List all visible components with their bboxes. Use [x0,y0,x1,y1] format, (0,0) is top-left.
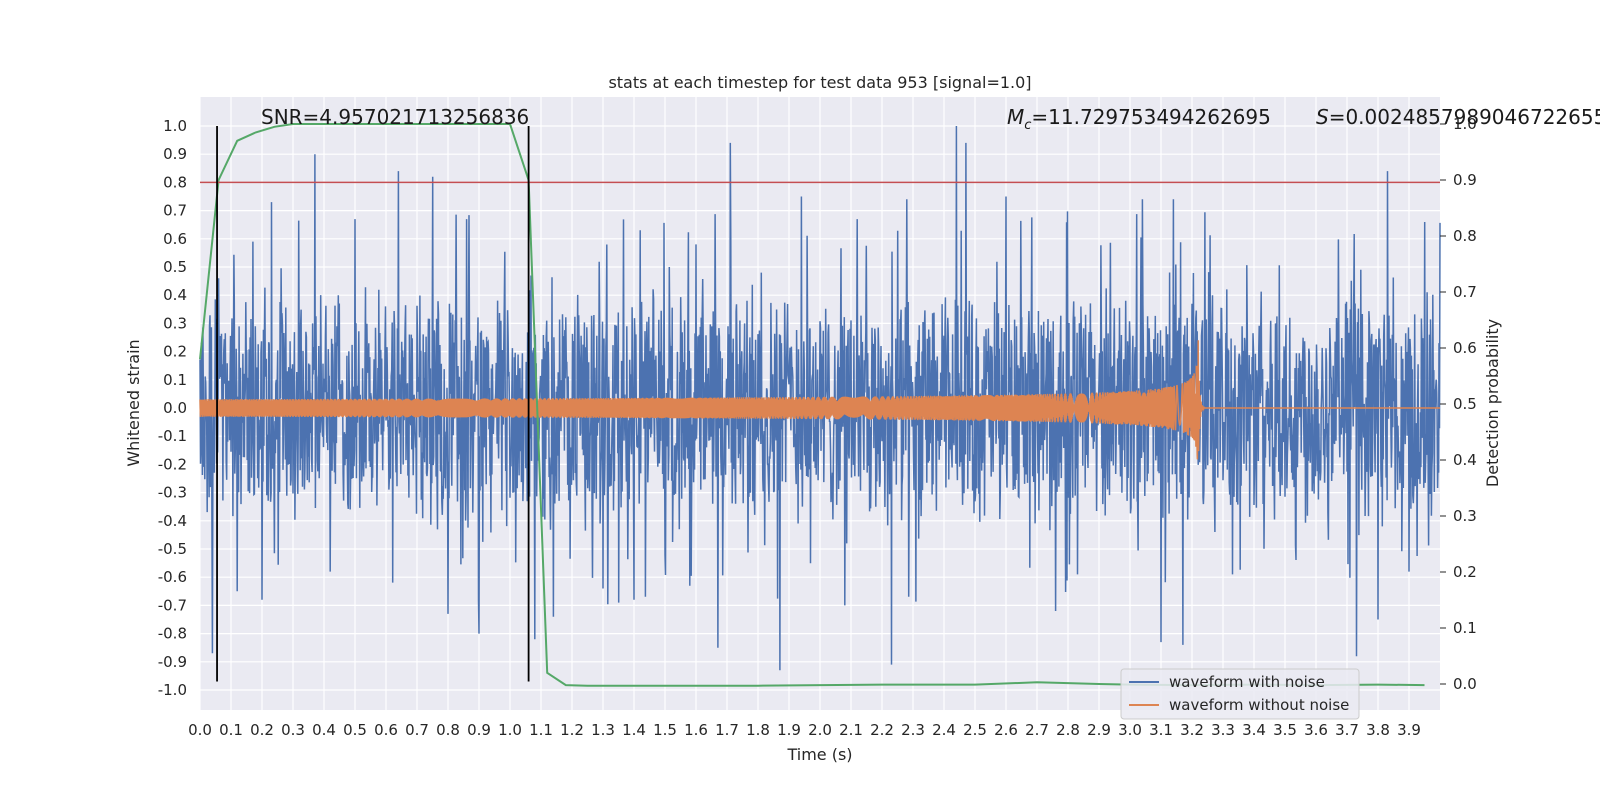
y2-tick-label: 0.7 [1453,283,1477,301]
y-tick-label: 0.5 [163,258,187,276]
x-tick-label: 0.2 [250,721,274,739]
y-tick-label: -1.0 [158,681,187,699]
x-tick-label: 0.8 [436,721,460,739]
x-tick-label: 2.1 [839,721,863,739]
clean-waveform-line [199,340,1440,460]
x-tick-label: 1.4 [622,721,646,739]
y-tick-label: -0.7 [158,596,187,614]
x-tick-label: 1.8 [746,721,770,739]
x-tick-label: 1.0 [498,721,522,739]
x-tick-label: 1.5 [653,721,677,739]
chirp-mass-symbol: M [1007,105,1024,129]
x-tick-label: 3.7 [1335,721,1359,739]
y-tick-label: -0.8 [158,625,187,643]
x-tick-label: 2.3 [901,721,925,739]
y2-tick-label: 0.2 [1453,563,1477,581]
x-tick-label: 2.5 [963,721,987,739]
series-waveform-without-noise [199,340,1440,460]
x-tick-label: 1.7 [715,721,739,739]
snr-annotation: SNR=4.957021713256836 [261,105,529,129]
s-symbol: S [1316,105,1329,129]
y2-tick-label: 0.5 [1453,395,1477,413]
x-tick-label: 0.5 [343,721,367,739]
reference-lines [200,126,1440,682]
x-tick-label: 3.5 [1273,721,1297,739]
x-tick-label: 0.3 [281,721,305,739]
x-tick-label: 0.6 [374,721,398,739]
y-tick-label: -0.3 [158,484,187,502]
y-tick-label: -0.6 [158,568,187,586]
y-tick-label: 0.0 [163,399,187,417]
x-tick-label: 2.2 [870,721,894,739]
y2-axis-label: Detection probability [1483,319,1502,487]
y-tick-label: -0.9 [158,653,187,671]
x-tick-label: 3.4 [1242,721,1266,739]
y2-tick-label: 0.0 [1453,675,1477,693]
s-value: =0.0024857989046722655 [1329,105,1600,129]
x-tick-label: 3.8 [1366,721,1390,739]
y-tick-label: -0.4 [158,512,187,530]
x-tick-label: 0.1 [219,721,243,739]
x-tick-label: 2.0 [808,721,832,739]
y2-tick-label: 0.1 [1453,619,1477,637]
y2-tick-label: 0.4 [1453,451,1477,469]
x-tick-label: 1.6 [684,721,708,739]
y-tick-label: 1.0 [163,117,187,135]
legend-label-noise: waveform with noise [1169,673,1325,691]
y-tick-label: -0.5 [158,540,187,558]
x-tick-label: 0.4 [312,721,336,739]
y-tick-label: 0.6 [163,230,187,248]
legend-label-clean: waveform without noise [1169,696,1349,714]
x-tick-label: 0.9 [467,721,491,739]
x-tick-label: 3.1 [1149,721,1173,739]
y2-tick-label: 0.8 [1453,227,1477,245]
y-tick-label: 0.7 [163,202,187,220]
y-tick-label: -0.1 [158,427,187,445]
y-tick-labels: 1.0 0.9 0.8 0.7 0.6 0.5 0.4 0.3 0.2 0.1 0.0 -0.1 -0.… [158,117,187,699]
y-tick-label: 0.4 [163,286,187,304]
x-tick-label: 3.9 [1397,721,1421,739]
y-tick-label: -0.2 [158,455,187,473]
y2-tick-label: 0.9 [1453,171,1477,189]
snr-s-annotation: S=0.0024857989046722655 [1316,105,1600,129]
x-tick-label: 3.6 [1304,721,1328,739]
x-tick-label: 0.0 [188,721,212,739]
chart-title: stats at each timestep for test data 953… [608,73,1031,92]
x-tick-label: 2.4 [932,721,956,739]
x-tick-label: 2.8 [1056,721,1080,739]
x-tick-label: 1.1 [529,721,553,739]
x-tick-label: 1.3 [591,721,615,739]
x-tick-label: 1.2 [560,721,584,739]
y-tick-label: 0.2 [163,343,187,361]
x-tick-label: 3.0 [1118,721,1142,739]
y-tick-label: 0.3 [163,314,187,332]
x-axis-label: Time (s) [786,745,852,764]
legend: waveform with noise waveform without noi… [1120,668,1360,720]
y-tick-label: 0.8 [163,173,187,191]
x-tick-label: 2.7 [1025,721,1049,739]
chirp-mass-annotation: Mc=11.729753494262695 [1007,105,1271,133]
y-tick-label: 0.9 [163,145,187,163]
chirp-mass-subscript: c [1024,118,1031,133]
y2-tick-labels: 1.0 0.9 0.8 0.7 0.6 0.5 0.4 0.3 0.2 0.1 0.0 [1440,115,1477,693]
x-tick-labels: 0.0 0.1 0.2 0.3 0.4 0.5 0.6 0.7 0.8 0.9 1.0 1.1 1.2 1… [188,721,1421,739]
chirp-mass-value: =11.729753494262695 [1031,105,1270,129]
y2-tick-label: 0.3 [1453,507,1477,525]
y2-tick-label: 0.6 [1453,339,1477,357]
y-axis-label: Whitened strain [124,339,143,466]
legend-box [1120,668,1360,720]
x-tick-label: 2.9 [1087,721,1111,739]
x-tick-label: 3.2 [1180,721,1204,739]
y2-tick-label: 1.0 [1453,115,1477,133]
x-tick-label: 3.3 [1211,721,1235,739]
x-tick-label: 1.9 [777,721,801,739]
x-tick-label: 2.6 [994,721,1018,739]
y-tick-label: 0.1 [163,371,187,389]
x-tick-label: 0.7 [405,721,429,739]
